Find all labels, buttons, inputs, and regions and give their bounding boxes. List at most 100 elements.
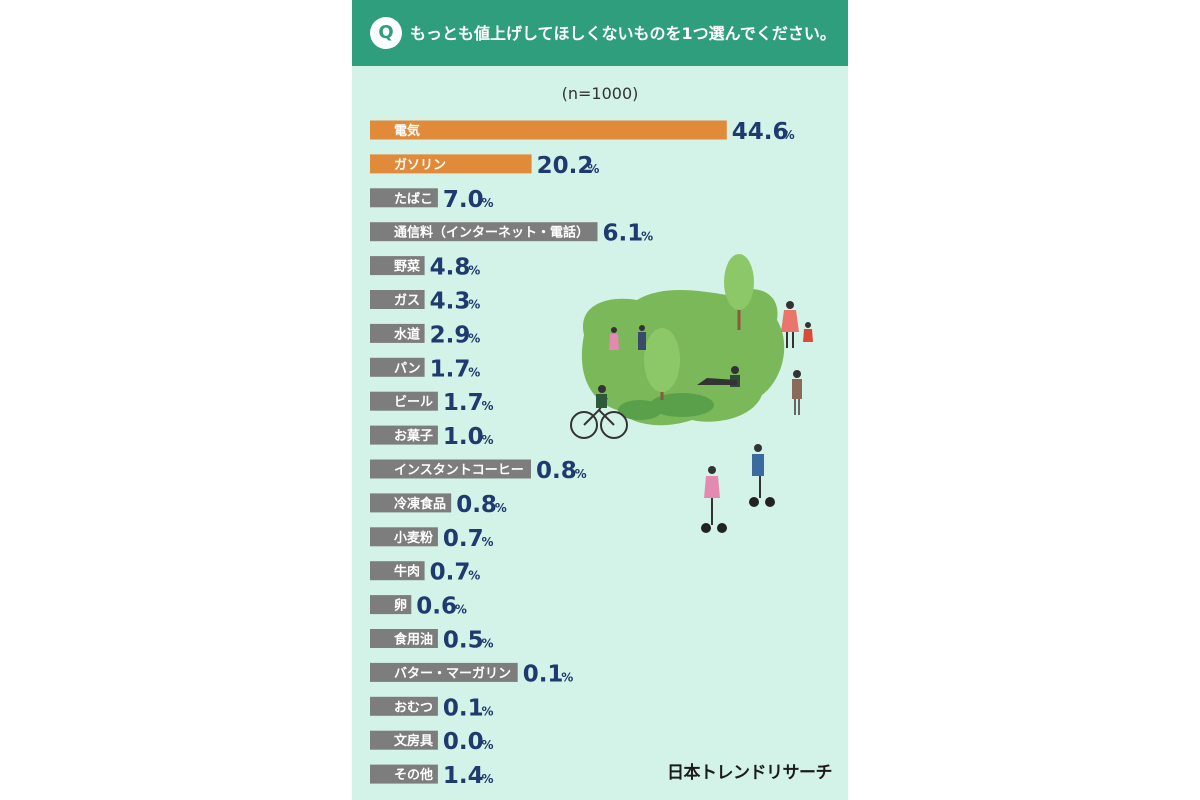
bar-category-label: 冷凍食品	[394, 496, 446, 512]
bar	[370, 323, 425, 343]
bar-row: パン 1.7%	[370, 356, 480, 382]
bar-row: 水道 2.9%	[370, 322, 480, 348]
bar-value-label: 2.9	[430, 322, 471, 348]
bar-unit-label: %	[495, 501, 507, 515]
bar-unit-label: %	[783, 128, 795, 142]
bar-unit-label: %	[468, 569, 480, 583]
bar	[370, 493, 452, 513]
bar-unit-label: %	[561, 670, 573, 684]
bar-value-label: 20.2	[537, 153, 594, 179]
bar-unit-label: %	[455, 603, 467, 617]
question-header: Q もっとも値上げしてほしくないものを1つ選んでください。	[352, 0, 848, 66]
bar-unit-label: %	[468, 365, 480, 379]
bar	[370, 629, 438, 648]
bar-value-label: 0.7	[430, 560, 471, 586]
bar-row: 野菜 4.8%	[370, 255, 480, 281]
bar-value-label: 0.1	[523, 661, 564, 687]
bar-value-label: 1.7	[443, 390, 484, 416]
bar-value-label: 0.1	[443, 695, 484, 721]
bar-value-label: 1.4	[443, 763, 484, 789]
bar	[370, 696, 438, 716]
bar-value-label: 44.6	[732, 119, 789, 145]
bar-unit-label: %	[468, 298, 480, 312]
bar-category-label: 文房具	[394, 733, 433, 749]
bar	[370, 188, 438, 208]
bar-category-label: インスタントコーヒー	[394, 463, 524, 478]
bar-category-label: ビール	[394, 394, 433, 410]
sample-size: (n=1000)	[561, 84, 639, 103]
bar-value-label: 0.5	[443, 628, 484, 654]
bar-row: ビール 1.7%	[370, 390, 494, 416]
bar	[370, 730, 438, 750]
bar-value-label: 1.7	[430, 356, 471, 382]
bar-value-label: 0.8	[456, 492, 497, 518]
bar	[370, 662, 518, 682]
bar-unit-label: %	[575, 467, 587, 481]
bar-unit-label: %	[641, 230, 653, 244]
bar-category-label: 電気	[394, 123, 420, 139]
bar-row: ガソリン 20.2%	[370, 153, 599, 179]
bar-unit-label: %	[468, 264, 480, 278]
survey-panel: Q もっとも値上げしてほしくないものを1つ選んでください。 (n=1000)	[352, 0, 848, 800]
bar-unit-label: %	[482, 535, 494, 549]
bar	[370, 527, 438, 547]
bar-category-label: 野菜	[394, 259, 420, 275]
bar-row: その他 1.4%	[370, 763, 494, 789]
bar-row: 通信料（インターネット・電話） 6.1%	[370, 221, 653, 247]
bar	[370, 425, 438, 445]
bar	[370, 764, 438, 784]
bar-category-label: 食用油	[394, 632, 433, 648]
bar-unit-label: %	[482, 399, 494, 413]
bar	[370, 120, 727, 140]
bar-category-label: たばこ	[394, 192, 433, 207]
bar-row: 冷凍食品 0.8%	[370, 492, 507, 518]
bar-value-label: 0.8	[536, 458, 577, 484]
bar	[370, 154, 532, 174]
bars-layer: 電気 44.6% ガソリン 20.2% たばこ 7.0% 通信料（インターネット・電話） 6.…	[370, 119, 795, 789]
bar-unit-label: %	[587, 162, 599, 176]
bar-row: お菓子 1.0%	[370, 424, 494, 450]
bar-row: 小麦粉 0.7%	[370, 526, 494, 552]
bar-value-label: 4.8	[430, 255, 471, 281]
bar-value-label: 4.3	[430, 289, 471, 315]
bar-row: おむつ 0.1%	[370, 695, 494, 721]
bar-row: 卵 0.6%	[370, 594, 467, 620]
bar-category-label: その他	[394, 767, 433, 783]
bar-row: 食用油 0.5%	[370, 628, 494, 654]
bar-row: インスタントコーヒー 0.8%	[370, 458, 587, 484]
bar-value-label: 0.7	[443, 526, 484, 552]
bar-row: ガス 4.3%	[370, 289, 480, 315]
bar	[370, 595, 412, 615]
bar-row: 文房具 0.0%	[370, 729, 494, 755]
bar-category-label: ガソリン	[394, 158, 446, 173]
bar	[370, 357, 425, 377]
bar-unit-label: %	[482, 772, 494, 786]
bar-value-label: 1.0	[443, 424, 484, 450]
bar-unit-label: %	[482, 637, 494, 651]
bar-category-label: 通信料（インターネット・電話）	[394, 225, 589, 241]
bar-row: 牛肉 0.7%	[370, 560, 480, 586]
bar-category-label: 水道	[394, 326, 420, 342]
park-illustration	[570, 254, 813, 533]
bar-value-label: 0.6	[416, 594, 457, 620]
bar-category-label: パン	[394, 361, 421, 376]
bar	[370, 391, 438, 411]
bar-row: バター・マーガリン 0.1%	[370, 661, 573, 687]
question-badge: Q	[370, 17, 402, 49]
bar-row: たばこ 7.0%	[370, 187, 494, 213]
bar-category-label: バター・マーガリン	[394, 666, 511, 681]
bar-unit-label: %	[482, 196, 494, 210]
bar	[370, 561, 425, 581]
bar-value-label: 0.0	[443, 729, 484, 755]
bar-value-label: 7.0	[443, 187, 484, 213]
bar-row: 電気 44.6%	[370, 119, 795, 145]
bar	[370, 256, 425, 276]
bar-unit-label: %	[482, 433, 494, 447]
bar-category-label: 小麦粉	[394, 530, 433, 546]
bar-value-label: 6.1	[603, 221, 644, 247]
question-text: もっとも値上げしてほしくないものを1つ選んでください。	[410, 24, 836, 43]
brand-logo-text: 日本トレンドリサーチ	[667, 763, 833, 783]
bar-category-label: 卵	[394, 598, 407, 614]
bar	[370, 459, 531, 479]
bar	[370, 290, 425, 309]
